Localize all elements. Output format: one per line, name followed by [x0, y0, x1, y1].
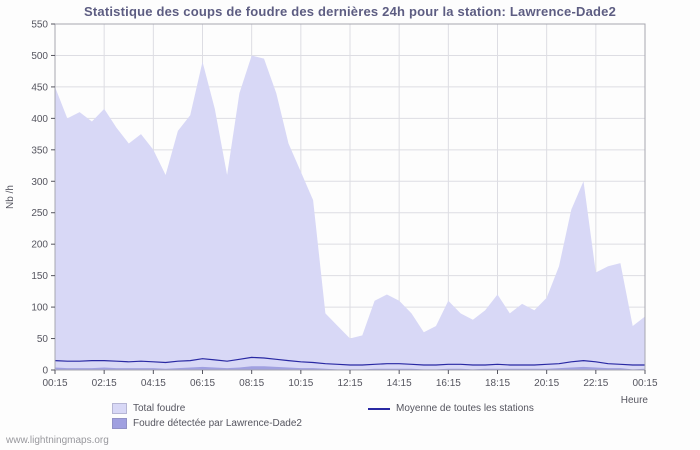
- legend-label-total-foudre: Total foudre: [133, 403, 186, 414]
- x-tick-label: 10:15: [288, 378, 313, 389]
- x-tick-label: 00:15: [42, 378, 67, 389]
- y-tick-label: 500: [31, 51, 48, 62]
- y-tick-label: 0: [42, 366, 48, 377]
- y-tick-label: 350: [31, 145, 48, 156]
- chart-title: Statistique des coups de foudre des dern…: [84, 4, 616, 19]
- legend-swatch-moyenne-line: [368, 407, 390, 410]
- y-tick-label: 50: [37, 334, 49, 345]
- y-tick-label: 200: [31, 240, 48, 251]
- legend-swatch-total-foudre: [112, 403, 127, 414]
- x-tick-label: 20:15: [534, 378, 559, 389]
- series-area-1: [55, 366, 645, 370]
- y-tick-label: 100: [31, 303, 48, 314]
- x-tick-label: 14:15: [387, 378, 412, 389]
- legend-label-foudre-detectee: Foudre détectée par Lawrence-Dade2: [133, 418, 302, 429]
- y-tick-label: 300: [31, 177, 48, 188]
- legend-label-moyenne-stations: Moyenne de toutes les stations: [396, 403, 534, 414]
- x-tick-label: 18:15: [485, 378, 510, 389]
- series-area-0: [55, 55, 645, 370]
- y-tick-label: 450: [31, 82, 48, 93]
- y-tick-label: 150: [31, 271, 48, 282]
- legend-item-moyenne-stations: Moyenne de toutes les stations: [368, 403, 534, 414]
- x-tick-label: 06:15: [190, 378, 215, 389]
- x-tick-label: 02:15: [92, 378, 117, 389]
- watermark: www.lightningmaps.org: [6, 435, 109, 446]
- y-tick-label: 550: [31, 20, 48, 31]
- x-tick-label: 12:15: [337, 378, 362, 389]
- y-axis-label: Nb /h: [5, 185, 16, 209]
- legend-item-total-foudre: Total foudre: [112, 403, 185, 414]
- y-tick-label: 250: [31, 208, 48, 219]
- y-tick-label: 400: [31, 114, 48, 125]
- series-line-2: [54, 356, 645, 366]
- legend-swatch-foudre-detectee: [112, 418, 127, 429]
- legend-item-foudre-detectee: Foudre détectée par Lawrence-Dade2: [112, 418, 302, 429]
- x-tick-label: 22:15: [583, 378, 608, 389]
- x-tick-label: 00:15: [632, 378, 657, 389]
- x-tick-label: 04:15: [141, 378, 166, 389]
- x-tick-label: 08:15: [239, 378, 264, 389]
- x-axis-label: Heure: [621, 395, 649, 406]
- x-tick-label: 16:15: [436, 378, 461, 389]
